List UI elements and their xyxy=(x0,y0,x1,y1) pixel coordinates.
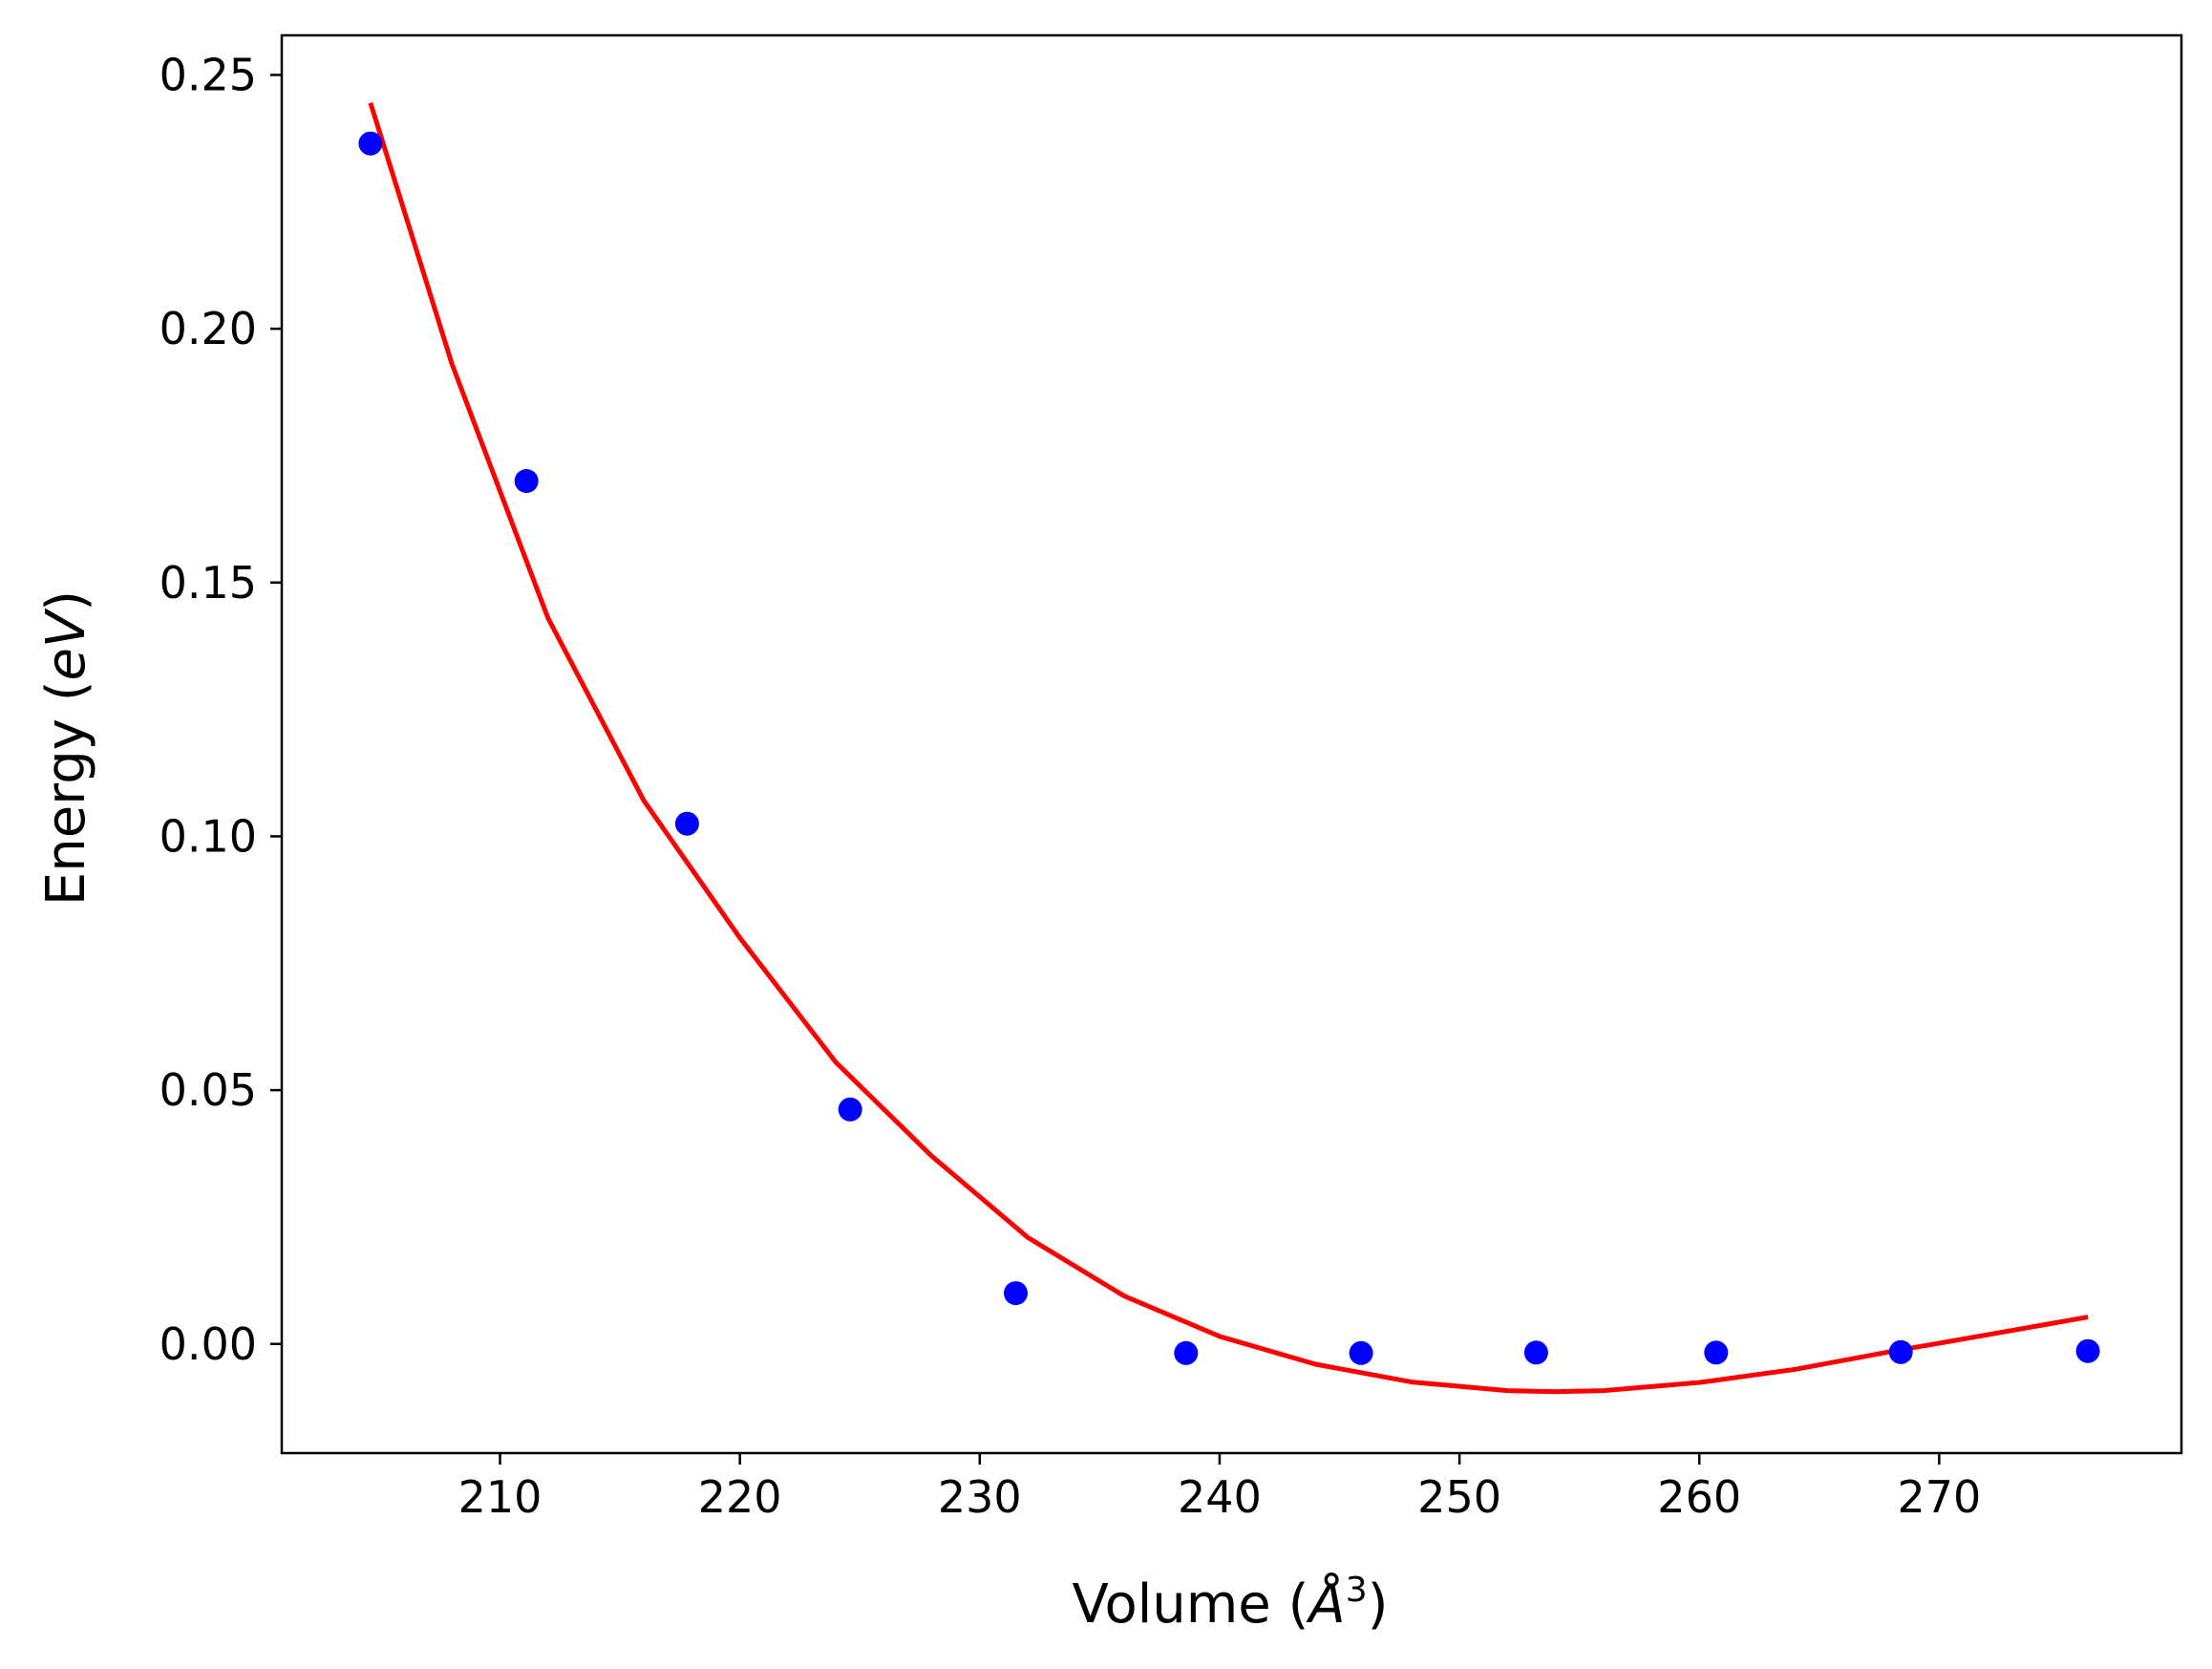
y-tick-label: 0.05 xyxy=(160,1064,257,1116)
y-tick-label: 0.25 xyxy=(160,49,257,100)
x-tick-label: 230 xyxy=(938,1471,1022,1523)
data-point xyxy=(514,469,539,493)
x-tick-label: 250 xyxy=(1417,1471,1501,1523)
y-axis-label: Energy (eV) xyxy=(35,590,97,906)
data-point xyxy=(1349,1340,1373,1365)
x-tick-label: 240 xyxy=(1178,1471,1262,1523)
y-tick-label: 0.00 xyxy=(160,1318,257,1370)
data-point xyxy=(1174,1340,1199,1365)
x-tick-label: 270 xyxy=(1897,1471,1981,1523)
data-point xyxy=(674,811,699,836)
data-point xyxy=(1004,1281,1028,1306)
data-point xyxy=(838,1097,862,1122)
x-tick-label: 220 xyxy=(698,1471,782,1523)
data-point xyxy=(1888,1339,1913,1364)
axes: 210 220 230 240 250 260 270 0.00 0.05 0.10 0.15 0.2… xyxy=(160,33,2183,1523)
x-tick-label: 210 xyxy=(458,1471,542,1523)
plot-area xyxy=(358,101,2100,1395)
x-axis-label: Volume (Å3) xyxy=(1072,1571,1388,1636)
y-tick-label: 0.10 xyxy=(160,810,257,862)
x-tick-label: 260 xyxy=(1657,1471,1741,1523)
axes-frame xyxy=(280,33,2183,1455)
data-point xyxy=(1523,1340,1548,1365)
y-tick-label: 0.20 xyxy=(160,303,257,354)
data-point xyxy=(1704,1340,1729,1365)
fit-curve-line xyxy=(368,101,2089,1395)
y-tick-label: 0.15 xyxy=(160,557,257,609)
data-point xyxy=(358,131,383,156)
data-point xyxy=(2075,1338,2100,1363)
